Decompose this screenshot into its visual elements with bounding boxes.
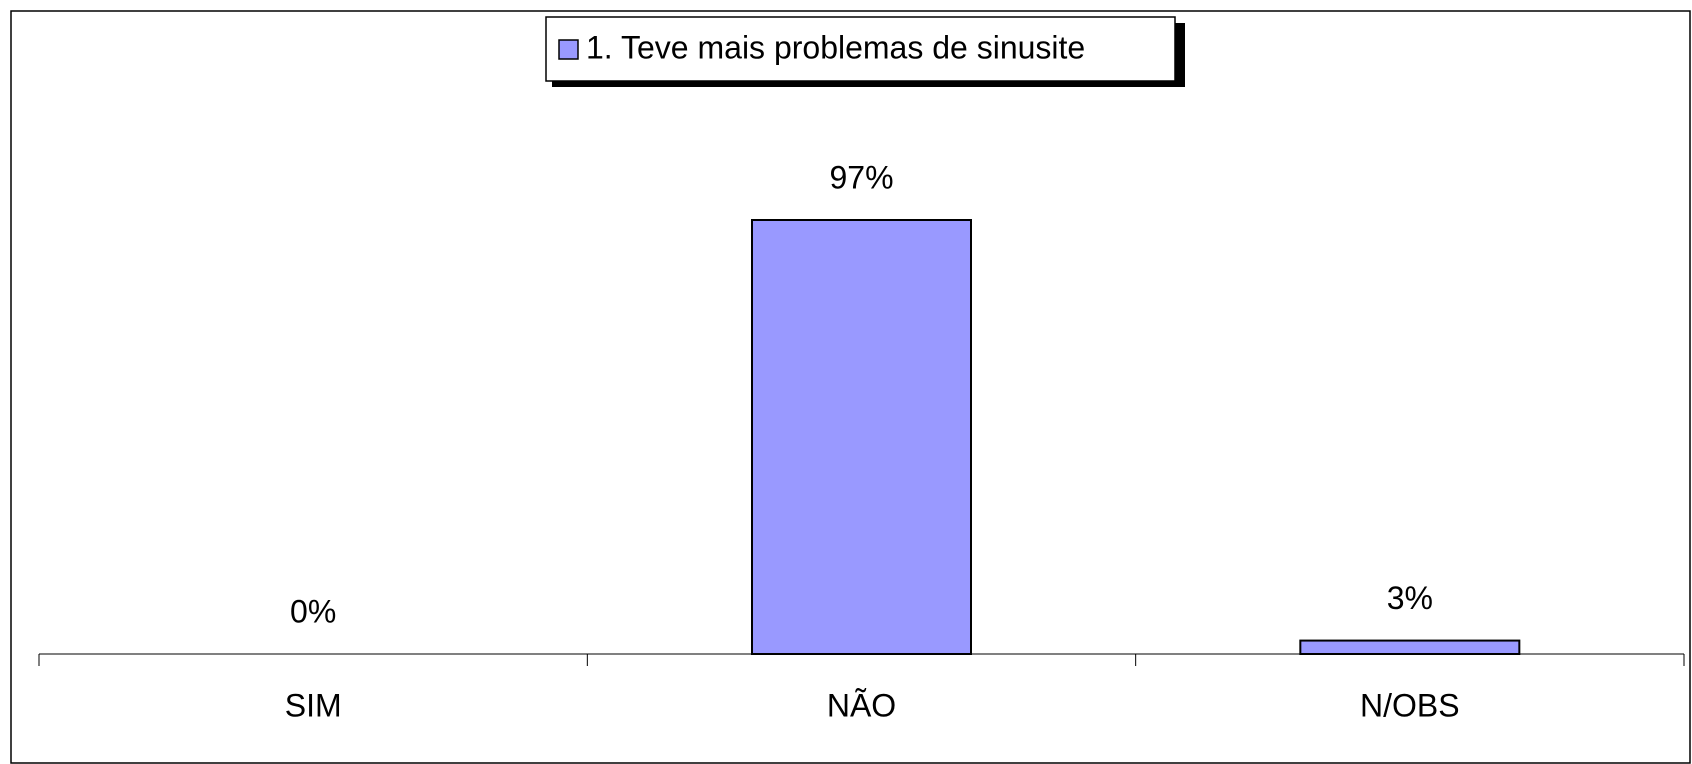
- legend-box: [545, 16, 1176, 82]
- legend: 1. Teve mais problemas de sinusite: [545, 16, 1185, 87]
- data-label: 97%: [829, 159, 893, 195]
- legend-label: 1. Teve mais problemas de sinusite: [586, 29, 1085, 65]
- x-tick-label: SIM: [285, 687, 342, 723]
- bar: [751, 219, 972, 655]
- bar: [1299, 639, 1521, 656]
- legend-swatch: [558, 39, 579, 60]
- data-label: 0%: [290, 593, 336, 629]
- x-tick-label: NÃO: [827, 687, 896, 723]
- x-tick-label: N/OBS: [1360, 687, 1460, 723]
- data-label: 3%: [1387, 580, 1433, 616]
